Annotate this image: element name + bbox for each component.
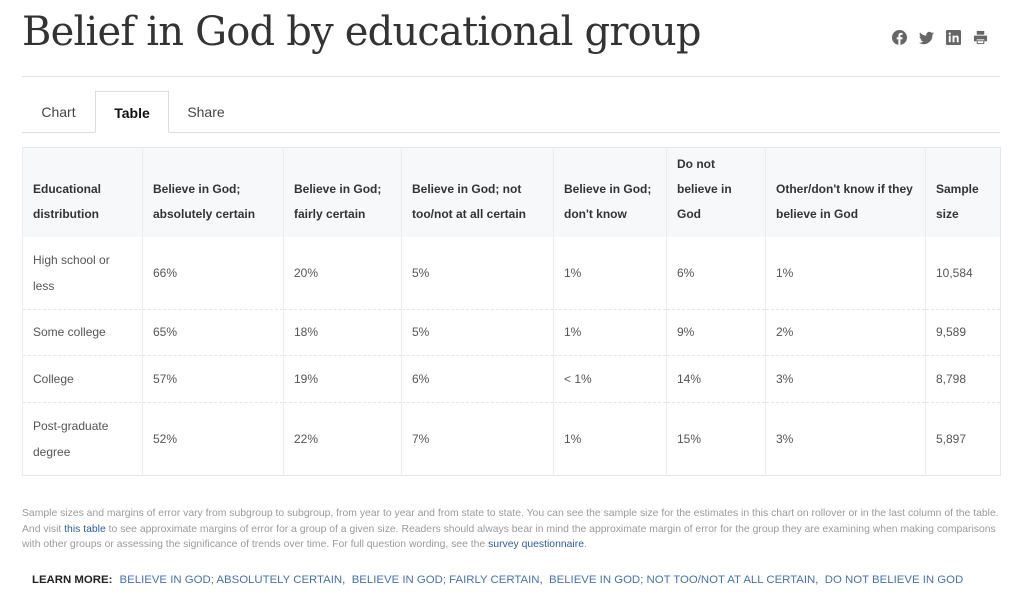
table-cell: 1%	[553, 308, 667, 355]
this-table-link[interactable]: this table	[64, 523, 106, 535]
page-title: Belief in God by educational group	[22, 9, 702, 55]
column-header: Believe in God; absolutely certain	[142, 147, 284, 237]
tab-bar: Chart Table Share	[22, 91, 1000, 133]
table-cell: 57%	[142, 354, 284, 402]
linkedin-icon[interactable]	[946, 30, 961, 45]
table-cell: 65%	[142, 308, 284, 355]
column-header: Sample size	[925, 147, 1001, 237]
column-header: Do not believe in God	[666, 147, 766, 237]
table-cell: 66%	[142, 236, 284, 309]
row-label: High school or less	[22, 236, 143, 309]
separator: ,	[342, 574, 346, 586]
table-header-row: Educational distribution Believe in God;…	[22, 147, 1001, 237]
header-divider	[22, 76, 1000, 77]
learn-more-link[interactable]: BELIEVE IN GOD; NOT TOO/NOT AT ALL CERTA…	[549, 574, 816, 586]
tab-chart[interactable]: Chart	[41, 104, 76, 120]
table-cell: 5,897	[925, 401, 1001, 475]
separator: ,	[815, 574, 819, 586]
table-cell: 20%	[283, 236, 402, 309]
learn-more-label: LEARN MORE:	[32, 574, 113, 586]
table-cell: 9%	[666, 308, 766, 355]
table-cell: 52%	[142, 401, 284, 475]
table-cell: 15%	[666, 401, 766, 475]
column-header: Believe in God; not too/not at all certa…	[401, 147, 554, 237]
table-cell: 6%	[401, 354, 554, 402]
table-cell: 19%	[283, 354, 402, 402]
row-label: Some college	[22, 308, 143, 355]
column-header: Educational distribution	[22, 147, 143, 237]
learn-more-link[interactable]: DO NOT BELIEVE IN GOD	[824, 574, 964, 586]
learn-more-link[interactable]: BELIEVE IN GOD; ABSOLUTELY CERTAIN	[119, 574, 343, 586]
twitter-icon[interactable]	[919, 30, 934, 45]
column-header: Believe in God; fairly certain	[283, 147, 402, 237]
table-cell: 1%	[553, 401, 667, 475]
data-table: Educational distribution Believe in God;…	[22, 147, 1001, 476]
learn-more: LEARN MORE: BELIEVE IN GOD; ABSOLUTELY C…	[32, 574, 963, 586]
table-cell: 3%	[765, 354, 926, 402]
table-cell: < 1%	[553, 354, 667, 402]
methodology-note: Sample sizes and margins of error vary f…	[22, 506, 1002, 553]
table-cell: 1%	[765, 236, 926, 309]
table-cell: 10,584	[925, 236, 1001, 309]
table-cell: 18%	[283, 308, 402, 355]
table-cell: 22%	[283, 401, 402, 475]
table-cell: 9,589	[925, 308, 1001, 355]
facebook-icon[interactable]	[892, 30, 907, 45]
table-cell: 7%	[401, 401, 554, 475]
column-header: Other/don't know if they believe in God	[765, 147, 926, 237]
table-row: College 57% 19% 6% < 1% 14% 3% 8,798	[22, 354, 1001, 402]
column-header: Believe in God; don't know	[553, 147, 667, 237]
table-cell: 5%	[401, 236, 554, 309]
table-row: Some college 65% 18% 5% 1% 9% 2% 9,589	[22, 308, 1001, 355]
print-icon[interactable]	[973, 30, 988, 45]
table-row: Post-graduate degree 52% 22% 7% 1% 15% 3…	[22, 401, 1001, 475]
table-cell: 14%	[666, 354, 766, 402]
survey-questionnaire-link[interactable]: survey questionnaire	[488, 539, 584, 550]
table-cell: 5%	[401, 308, 554, 355]
table-row: High school or less 66% 20% 5% 1% 6% 1% …	[22, 236, 1001, 309]
table-cell: 8,798	[925, 354, 1001, 402]
table-cell: 2%	[765, 308, 926, 355]
note-text: to see approximate margins of error for …	[22, 523, 996, 551]
learn-more-link[interactable]: BELIEVE IN GOD; FAIRLY CERTAIN	[351, 574, 540, 586]
tab-share[interactable]: Share	[187, 104, 225, 120]
table-cell: 1%	[553, 236, 667, 309]
note-text: .	[583, 539, 587, 550]
row-label: Post-graduate degree	[22, 401, 143, 475]
table-cell: 6%	[666, 236, 766, 309]
note-text: Sample sizes and margins of error vary f…	[22, 508, 999, 535]
separator: ,	[539, 574, 543, 586]
share-icons	[892, 30, 988, 45]
table-cell: 3%	[765, 401, 926, 475]
row-label: College	[22, 354, 143, 402]
tab-table[interactable]: Table	[95, 91, 169, 133]
